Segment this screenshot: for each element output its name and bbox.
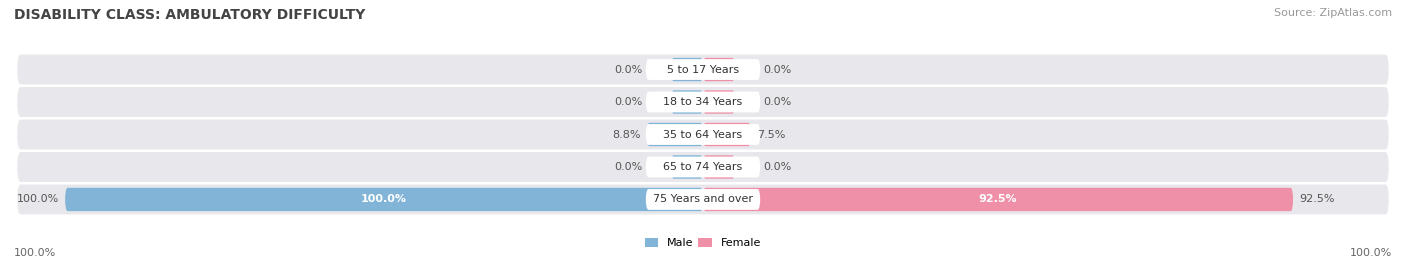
FancyBboxPatch shape xyxy=(645,59,761,80)
Text: 65 to 74 Years: 65 to 74 Years xyxy=(664,162,742,172)
Text: 92.5%: 92.5% xyxy=(979,194,1018,204)
Text: 35 to 64 Years: 35 to 64 Years xyxy=(664,129,742,140)
FancyBboxPatch shape xyxy=(647,123,703,146)
FancyBboxPatch shape xyxy=(17,119,1389,150)
FancyBboxPatch shape xyxy=(703,188,1294,211)
FancyBboxPatch shape xyxy=(645,189,761,210)
Text: 75 Years and over: 75 Years and over xyxy=(652,194,754,204)
Legend: Male, Female: Male, Female xyxy=(641,233,765,253)
FancyBboxPatch shape xyxy=(671,155,703,179)
Text: 0.0%: 0.0% xyxy=(614,65,643,75)
Text: 8.8%: 8.8% xyxy=(612,129,641,140)
Text: 100.0%: 100.0% xyxy=(361,194,408,204)
FancyBboxPatch shape xyxy=(17,185,1389,214)
FancyBboxPatch shape xyxy=(671,90,703,114)
FancyBboxPatch shape xyxy=(703,123,751,146)
Text: 0.0%: 0.0% xyxy=(614,97,643,107)
Text: 18 to 34 Years: 18 to 34 Years xyxy=(664,97,742,107)
FancyBboxPatch shape xyxy=(703,90,735,114)
FancyBboxPatch shape xyxy=(671,58,703,81)
Text: 100.0%: 100.0% xyxy=(1350,248,1392,258)
FancyBboxPatch shape xyxy=(703,155,735,179)
FancyBboxPatch shape xyxy=(645,124,761,145)
Text: 7.5%: 7.5% xyxy=(758,129,786,140)
FancyBboxPatch shape xyxy=(17,55,1389,84)
FancyBboxPatch shape xyxy=(65,188,703,211)
Text: Source: ZipAtlas.com: Source: ZipAtlas.com xyxy=(1274,8,1392,18)
Text: 0.0%: 0.0% xyxy=(763,97,792,107)
FancyBboxPatch shape xyxy=(17,87,1389,117)
Text: 100.0%: 100.0% xyxy=(14,248,56,258)
FancyBboxPatch shape xyxy=(645,157,761,177)
FancyBboxPatch shape xyxy=(703,58,735,81)
Text: 0.0%: 0.0% xyxy=(763,162,792,172)
Text: 92.5%: 92.5% xyxy=(1299,194,1334,204)
Text: 0.0%: 0.0% xyxy=(763,65,792,75)
Text: DISABILITY CLASS: AMBULATORY DIFFICULTY: DISABILITY CLASS: AMBULATORY DIFFICULTY xyxy=(14,8,366,22)
Text: 100.0%: 100.0% xyxy=(17,194,59,204)
FancyBboxPatch shape xyxy=(17,152,1389,182)
Text: 5 to 17 Years: 5 to 17 Years xyxy=(666,65,740,75)
Text: 0.0%: 0.0% xyxy=(614,162,643,172)
FancyBboxPatch shape xyxy=(645,92,761,112)
